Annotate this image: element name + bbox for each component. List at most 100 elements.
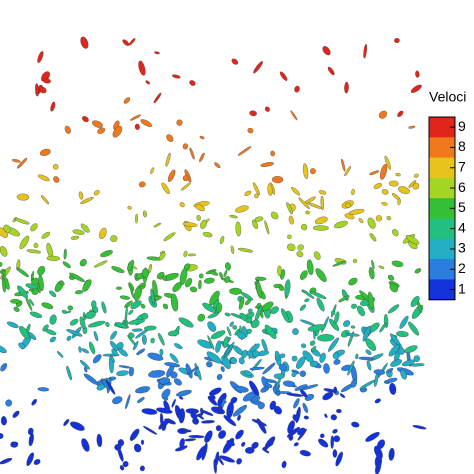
colorbar-label: 5 <box>458 199 466 215</box>
vortex-blob <box>182 175 189 182</box>
vortex-blob <box>69 318 79 326</box>
vortex-blob <box>390 359 403 367</box>
vortex-blob <box>385 377 398 383</box>
colorbar-label: 7 <box>458 158 466 174</box>
vortex-blob <box>52 163 59 170</box>
vortex-blob <box>333 435 341 443</box>
vortex-blob <box>138 60 146 76</box>
vortex-blob <box>224 276 231 283</box>
vortex-blob <box>245 317 253 324</box>
vortex-blob <box>278 363 288 372</box>
vortex-blob <box>229 214 238 219</box>
vortex-blob <box>161 424 167 432</box>
vortex-blob <box>117 446 124 462</box>
vortex-blob <box>124 305 128 324</box>
vortex-blob <box>415 70 420 78</box>
vortex-blob <box>241 441 246 447</box>
vortex-blob <box>274 356 280 361</box>
vortex-blob <box>161 388 171 399</box>
vortex-blob <box>139 285 146 290</box>
vortex-blob <box>165 152 171 167</box>
vortex-blob <box>255 303 262 309</box>
vortex-blob <box>128 318 145 325</box>
vortex-blob <box>6 321 19 329</box>
colorbar-band <box>429 238 455 260</box>
vortex-blob <box>50 101 56 112</box>
vortex-blob <box>82 279 92 292</box>
vortex-blob <box>37 51 44 63</box>
vortex-blob <box>237 146 252 156</box>
vortex-blob <box>297 244 304 251</box>
vortex-blob <box>229 321 234 327</box>
vortex-blob <box>147 352 164 361</box>
vortex-blob <box>264 324 277 339</box>
vortex-blob <box>408 321 420 336</box>
vortex-blob <box>309 168 316 175</box>
vortex-blob <box>251 418 267 427</box>
vortex-blob <box>14 217 30 225</box>
vortex-blob <box>112 125 123 138</box>
vortex-blob <box>119 295 131 300</box>
vortex-blob <box>244 190 252 196</box>
vortex-blob <box>150 167 155 175</box>
vortex-blob <box>408 125 416 129</box>
vortex-blob <box>254 216 264 222</box>
vortex-blob <box>130 300 142 310</box>
vortex-blob <box>218 405 223 413</box>
vortex-blob <box>365 349 372 355</box>
vortex-blob <box>365 431 380 442</box>
vortex-blob <box>296 251 304 258</box>
vortex-blob <box>3 224 11 233</box>
vortex-blob <box>394 37 400 44</box>
vortex-blob <box>62 261 71 269</box>
vortex-blob <box>309 340 316 346</box>
colorbar-label: 8 <box>458 138 466 154</box>
vortex-blob <box>199 152 205 163</box>
vortex-blob <box>304 298 310 303</box>
vortex-blob <box>125 394 131 410</box>
vortex-blob <box>339 393 346 399</box>
vortex-blob <box>79 258 87 267</box>
vortex-blob <box>223 341 235 358</box>
vortex-blob <box>78 346 82 353</box>
vortex-blob <box>12 410 20 418</box>
vortex-blob <box>374 460 382 474</box>
vortex-blob <box>395 172 401 177</box>
vortex-blob <box>293 398 300 409</box>
vortex-blob <box>412 182 420 190</box>
vortex-blob <box>79 316 86 330</box>
vortex-blob <box>338 295 350 303</box>
vortex-blob <box>291 186 301 196</box>
vortex-blob <box>197 313 206 322</box>
vortex-blob <box>80 196 94 205</box>
vortex-blob <box>269 440 274 446</box>
vortex-blob <box>216 302 223 313</box>
vortex-blob <box>179 267 188 286</box>
vortex-blob <box>216 373 223 381</box>
vortex-blob <box>63 248 67 260</box>
vortex-blob <box>172 74 181 79</box>
vortex-blob <box>376 439 386 450</box>
vortex-blob <box>330 414 338 421</box>
vortex-blob <box>386 215 392 221</box>
vortex-blob <box>137 396 145 404</box>
colorbar: 9 8 7 6 5 4 3 2 1 <box>428 116 466 301</box>
vortex-blob <box>19 325 30 339</box>
vortex-blob <box>254 193 259 199</box>
vortex-blob <box>355 353 359 360</box>
vortex-blob <box>37 265 46 276</box>
vortex-blob <box>316 297 325 312</box>
vortex-blob <box>366 360 372 371</box>
vortex-blob <box>299 450 311 457</box>
colorbar-label: 4 <box>458 219 466 235</box>
vortex-blob <box>132 340 139 351</box>
colorbar-band <box>429 259 455 280</box>
vortex-blob <box>234 385 249 393</box>
vortex-blob <box>332 428 338 434</box>
vortex-blob <box>178 317 194 328</box>
vortex-blob <box>334 311 340 324</box>
vortex-blob <box>224 262 232 271</box>
vortex-blob <box>159 412 164 427</box>
vortex-blob <box>235 221 242 237</box>
colorbar-label: 2 <box>458 260 466 276</box>
